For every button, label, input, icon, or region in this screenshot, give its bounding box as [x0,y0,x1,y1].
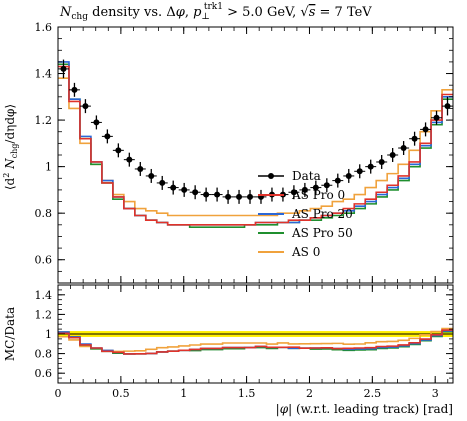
main-x-ticks [57,27,449,283]
ratio-as-pro-0-line [58,329,453,355]
main-y-ticks: 0.6 0.8 1 1.2 1.4 1.6 [35,21,453,284]
data-point [93,119,100,126]
data-point [126,156,133,163]
x-tick-label: 1.5 [238,387,256,400]
main-panel: 0.6 0.8 1 1.2 1.4 1.6 [35,21,454,284]
x-tick-label: 1 [180,387,187,400]
data-point [367,163,374,170]
ratio-panel: 0.6 0.8 1 1.2 1.4 0 0.5 1 1.5 2 2.5 3 [35,284,454,400]
data-point [422,126,429,133]
data-point [433,114,440,121]
x-tick-label: 2.5 [364,387,382,400]
series-as-pro-50-line [58,63,453,228]
data-point [104,133,111,140]
main-histograms [58,61,453,228]
y-tick-label: 1.6 [35,21,53,34]
data-point [71,86,78,93]
data-point [148,172,155,179]
y-tick-label: 1.2 [35,114,53,127]
x-tick-label: 3 [432,387,439,400]
y-tick-label: 1.4 [35,289,53,302]
legend-label: AS Pro 0 [291,188,345,202]
data-point [323,182,330,189]
data-point [214,191,221,198]
data-point [411,135,418,142]
data-point [60,65,67,72]
y-tick-label: 0.8 [35,207,53,220]
legend-label: Data [292,169,321,183]
data-point [400,145,407,152]
data-point [115,147,122,154]
chart-title: Nchg density vs. Δφ, p⊥trk1 > 5.0 GeV, √… [59,2,372,22]
ratio-histograms [58,327,453,355]
y-tick-label: 1.2 [35,308,53,321]
x-axis-label: |φ| (w.r.t. leading track) [rad] [276,402,453,416]
y-tick-label: 1.4 [35,68,53,81]
data-point [312,184,319,191]
data-point [137,165,144,172]
data-point [192,189,199,196]
series-as-pro-20-line [58,61,453,226]
data-point [247,193,254,200]
y-tick-label: 0.8 [35,348,53,361]
data-point [82,103,89,110]
data-point [378,158,385,165]
main-data-points [58,59,453,204]
y-tick-label: 0.6 [35,254,53,267]
y-tick-label: 1 [45,328,52,341]
data-point [225,193,232,200]
data-point [301,186,308,193]
data-point [236,193,243,200]
ratio-y-axis-label: MC/Data [3,307,17,361]
legend-label: AS Pro 20 [291,207,353,221]
data-point [345,172,352,179]
main-y-axis-label: ⟨d2 Nchg/dηdφ⟩ [2,104,19,190]
x-tick-label: 2 [306,387,313,400]
legend-label: AS Pro 50 [291,226,353,240]
data-point [356,168,363,175]
data-point [444,103,451,110]
data-point [159,179,166,186]
data-point [170,184,177,191]
series-as-0-line [58,77,453,217]
data-point [203,191,210,198]
data-point [181,186,188,193]
legend-label: AS 0 [291,245,320,259]
y-tick-label: 0.6 [35,367,53,380]
ratio-x-ticks: 0 0.5 1 1.5 2 2.5 3 [55,285,449,400]
ratio-y-ticks: 0.6 0.8 1 1.2 1.4 [35,284,453,384]
legend: Data AS Pro 0 AS Pro 20 AS Pro 50 AS 0 [258,169,353,259]
data-point [334,177,341,184]
x-tick-label: 0 [55,387,62,400]
data-point [290,189,297,196]
series-as-pro-0-line [58,65,453,226]
data-point [389,152,396,158]
ratio-as-0-line [58,327,453,353]
y-tick-label: 1 [45,161,52,174]
legend-data-marker [268,173,274,179]
x-tick-label: 0.5 [112,387,130,400]
